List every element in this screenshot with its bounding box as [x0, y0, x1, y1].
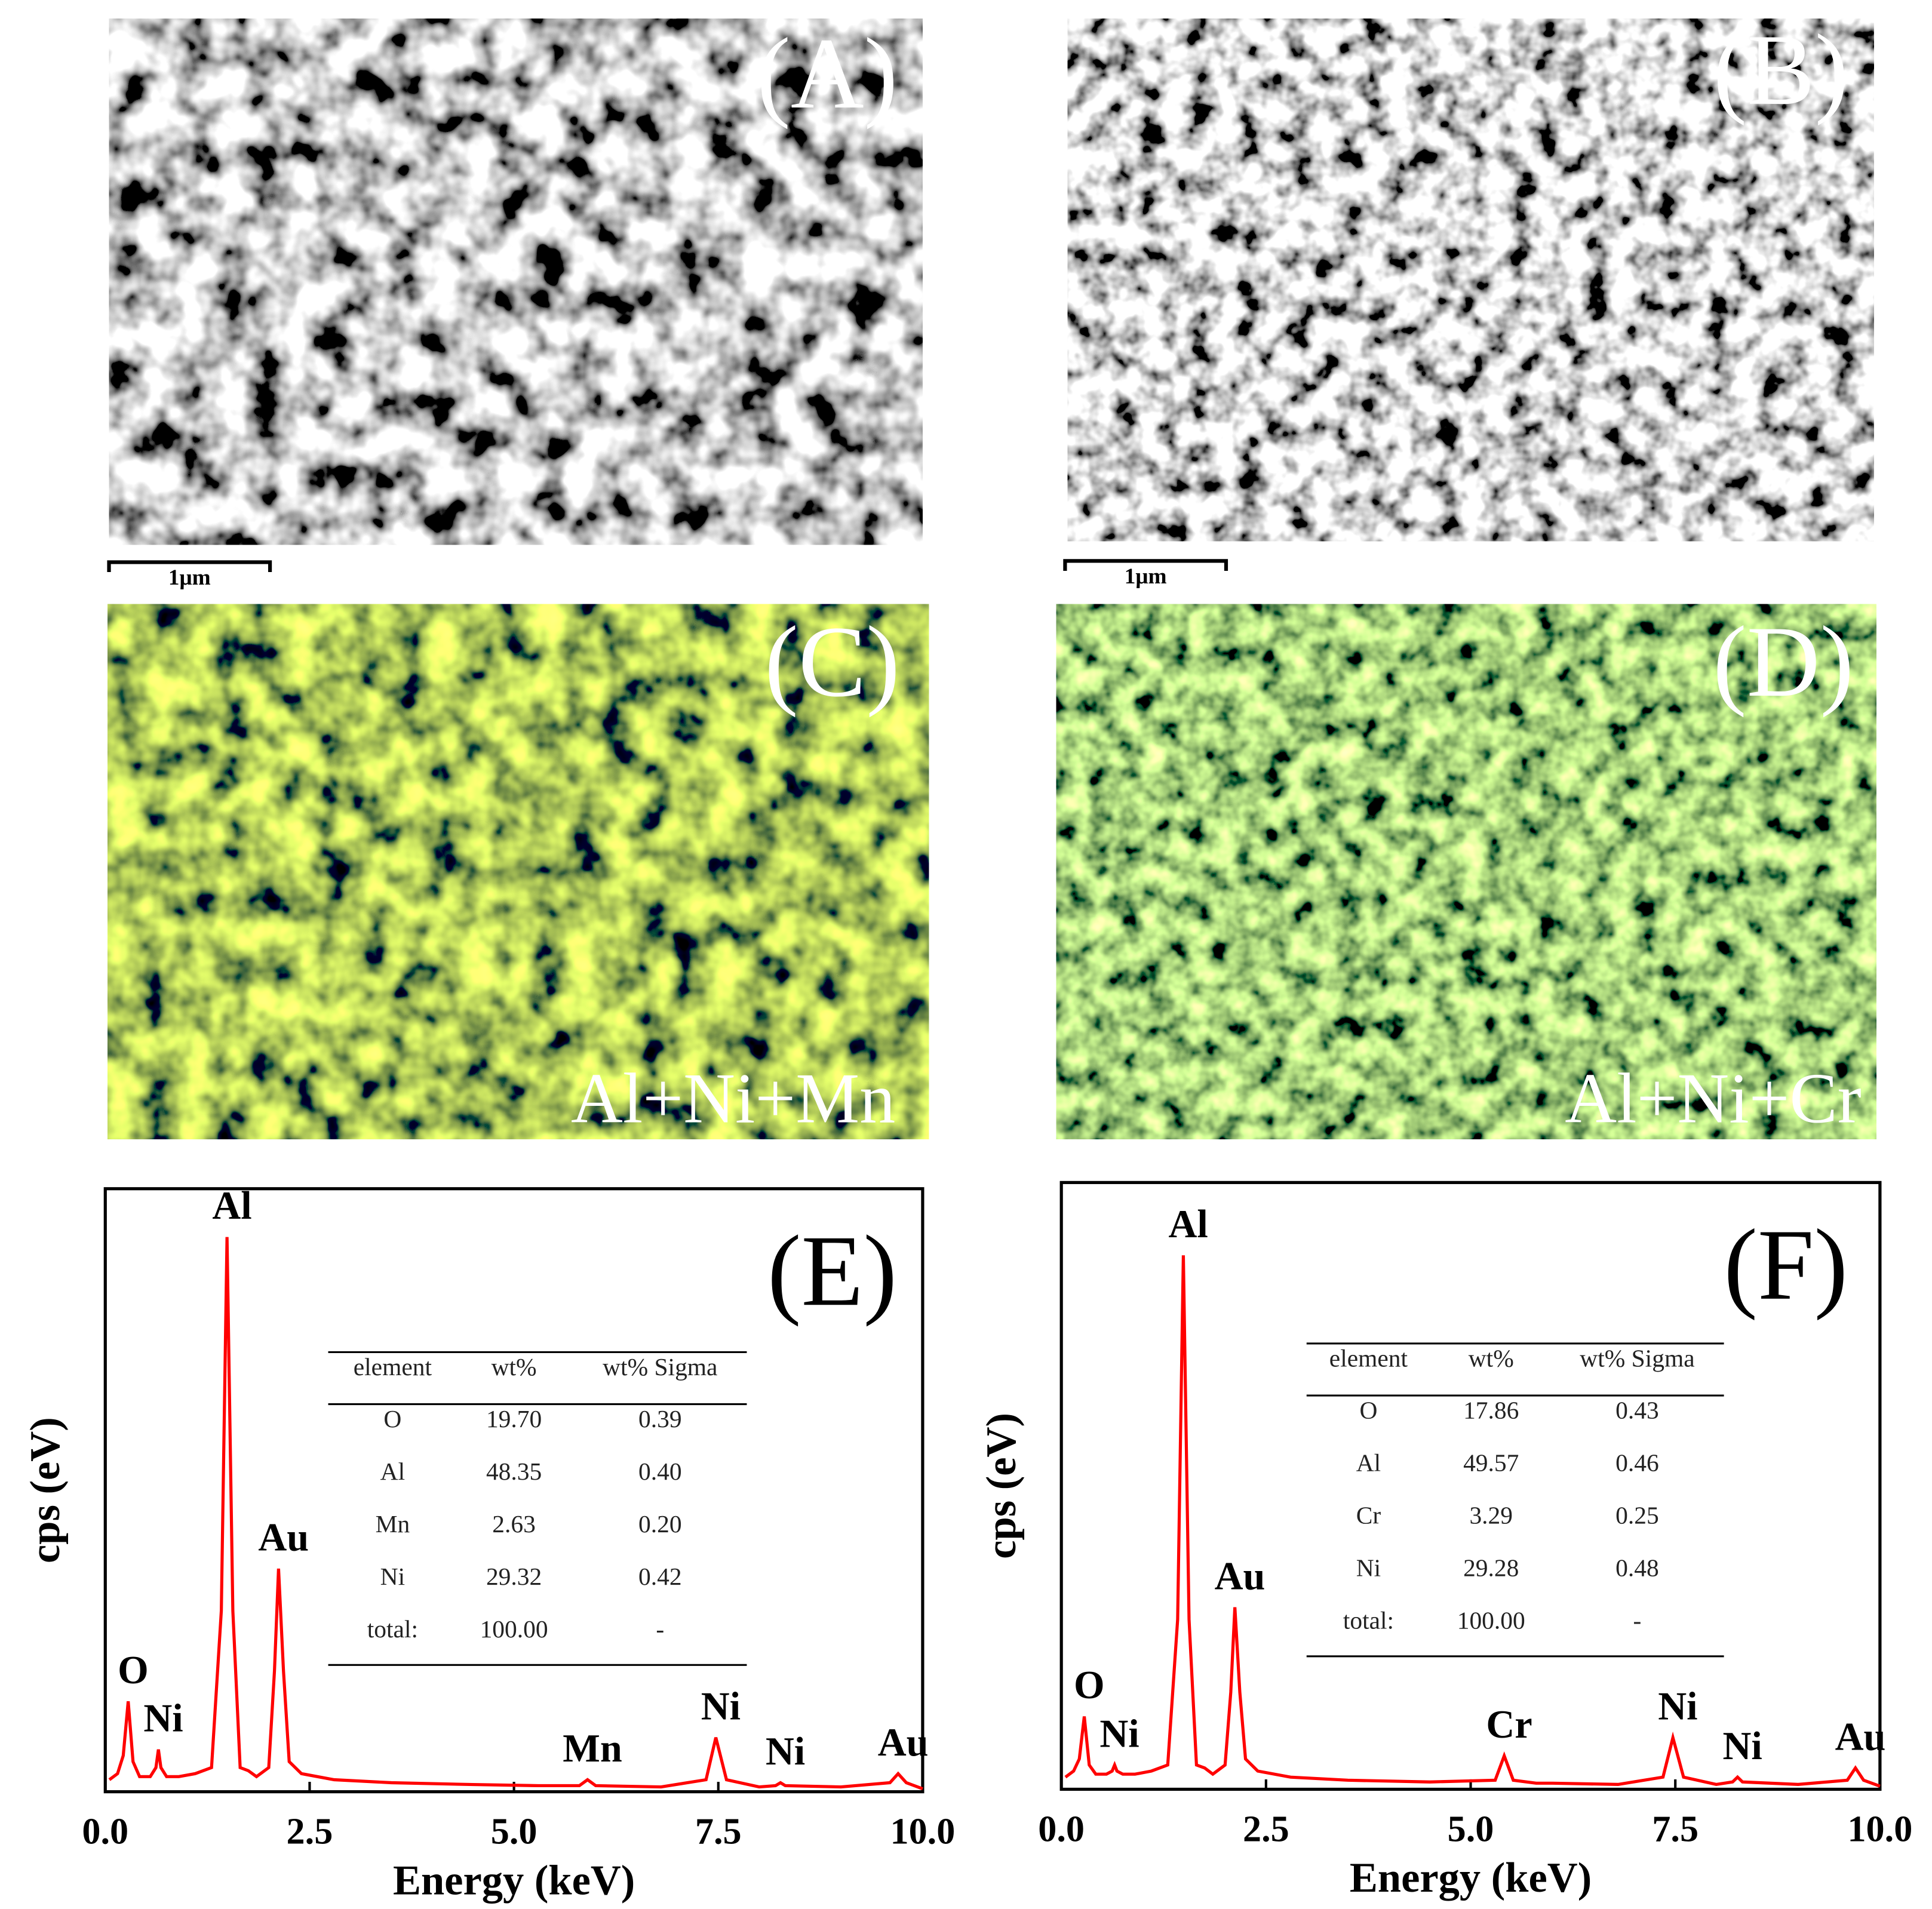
- table-cell: 0.20: [638, 1510, 682, 1538]
- table-cell: Mn: [376, 1510, 410, 1538]
- map-caption: Al+Ni+Cr: [1565, 1059, 1861, 1138]
- peak-label: Ni: [701, 1684, 741, 1728]
- x-tick-label: 0.0: [1038, 1809, 1085, 1849]
- table-cell: -: [1633, 1606, 1642, 1634]
- peak-label: Cr: [1486, 1703, 1532, 1747]
- panel-label: (B): [1713, 13, 1849, 126]
- peak-label: O: [118, 1649, 149, 1692]
- peak-label: Mn: [563, 1727, 622, 1770]
- peak-label: Ni: [1658, 1685, 1697, 1729]
- x-tick-label: 7.5: [695, 1811, 742, 1852]
- x-tick-label: 10.0: [1847, 1809, 1912, 1849]
- table-cell: 100.00: [480, 1615, 548, 1643]
- y-axis-label: cps (eV): [22, 1417, 69, 1563]
- y-axis-label: cps (eV): [978, 1413, 1025, 1559]
- table-cell: 0.43: [1615, 1397, 1659, 1424]
- table-cell: 2.63: [492, 1510, 536, 1538]
- table-cell: total:: [1343, 1606, 1394, 1634]
- panel-label: (E): [767, 1214, 897, 1327]
- table-cell: O: [383, 1405, 401, 1432]
- panel-label: (F): [1724, 1208, 1848, 1321]
- panel-label: (D): [1713, 605, 1854, 718]
- x-tick-label: 5.0: [1448, 1809, 1494, 1849]
- scale-bar: [107, 560, 272, 573]
- eds-map: [1056, 604, 1876, 1139]
- x-tick-label: 2.5: [287, 1811, 333, 1852]
- x-axis-label: Energy (keV): [1350, 1855, 1592, 1901]
- sem-image: [109, 19, 923, 545]
- scale-bar-label: 1μm: [1125, 564, 1167, 589]
- table-cell: O: [1359, 1397, 1377, 1424]
- peak-label: Ni: [1722, 1724, 1762, 1768]
- peak-label: Au: [878, 1721, 929, 1764]
- x-tick-label: 5.0: [491, 1811, 537, 1852]
- peak-label: Ni: [1099, 1712, 1139, 1756]
- table-cell: 100.00: [1457, 1606, 1525, 1634]
- table-cell: 48.35: [486, 1458, 542, 1485]
- table-cell: 19.70: [486, 1405, 542, 1432]
- table-cell: -: [656, 1615, 664, 1643]
- scale-bar: [1063, 559, 1228, 571]
- x-axis-label: Energy (keV): [393, 1857, 635, 1904]
- table-cell: total:: [367, 1615, 418, 1643]
- table-cell: 29.32: [486, 1563, 542, 1590]
- x-tick-label: 2.5: [1243, 1809, 1289, 1849]
- table-cell: 3.29: [1469, 1501, 1513, 1529]
- table-cell: Ni: [1356, 1554, 1381, 1581]
- map-caption: Al+Ni+Mn: [571, 1059, 895, 1138]
- sem-image: [1067, 19, 1874, 542]
- table-cell: 0.40: [638, 1458, 682, 1485]
- table-cell: Cr: [1356, 1501, 1381, 1529]
- table-cell: 0.46: [1615, 1449, 1659, 1477]
- table-cell: 17.86: [1463, 1397, 1519, 1424]
- spectrum-line: [108, 1237, 923, 1791]
- table-cell: 29.28: [1463, 1554, 1519, 1581]
- table-header: element: [354, 1353, 432, 1381]
- peak-label: Al: [1169, 1203, 1208, 1246]
- panel-label: (C): [764, 605, 900, 718]
- table-header: wt% Sigma: [603, 1353, 717, 1381]
- scale-bar-label: 1μm: [168, 565, 211, 590]
- table-cell: Al: [1356, 1449, 1381, 1477]
- table-cell: Ni: [380, 1563, 405, 1590]
- peak-label: Au: [1835, 1716, 1886, 1759]
- peak-label: Ni: [766, 1730, 805, 1773]
- spectrum-line: [1064, 1255, 1881, 1788]
- peak-label: O: [1074, 1664, 1105, 1707]
- panel-label: (A): [757, 17, 898, 130]
- eds-map: [107, 604, 929, 1139]
- table-cell: Al: [380, 1458, 405, 1485]
- table-header: wt%: [492, 1353, 537, 1381]
- peak-label: Au: [1215, 1554, 1266, 1598]
- table-cell: 0.48: [1615, 1554, 1659, 1581]
- peak-label: Au: [258, 1516, 309, 1560]
- x-tick-label: 0.0: [82, 1811, 128, 1852]
- table-cell: 0.39: [638, 1405, 682, 1432]
- x-tick-label: 10.0: [890, 1811, 955, 1852]
- table-cell: 49.57: [1463, 1449, 1519, 1477]
- table-cell: 0.25: [1615, 1501, 1659, 1529]
- table-header: wt% Sigma: [1580, 1344, 1694, 1372]
- table-header: wt%: [1469, 1344, 1514, 1372]
- table-header: element: [1329, 1344, 1408, 1372]
- peak-label: Ni: [143, 1697, 183, 1741]
- peak-label: Al: [212, 1184, 251, 1228]
- table-cell: 0.42: [638, 1563, 682, 1590]
- x-tick-label: 7.5: [1652, 1809, 1698, 1849]
